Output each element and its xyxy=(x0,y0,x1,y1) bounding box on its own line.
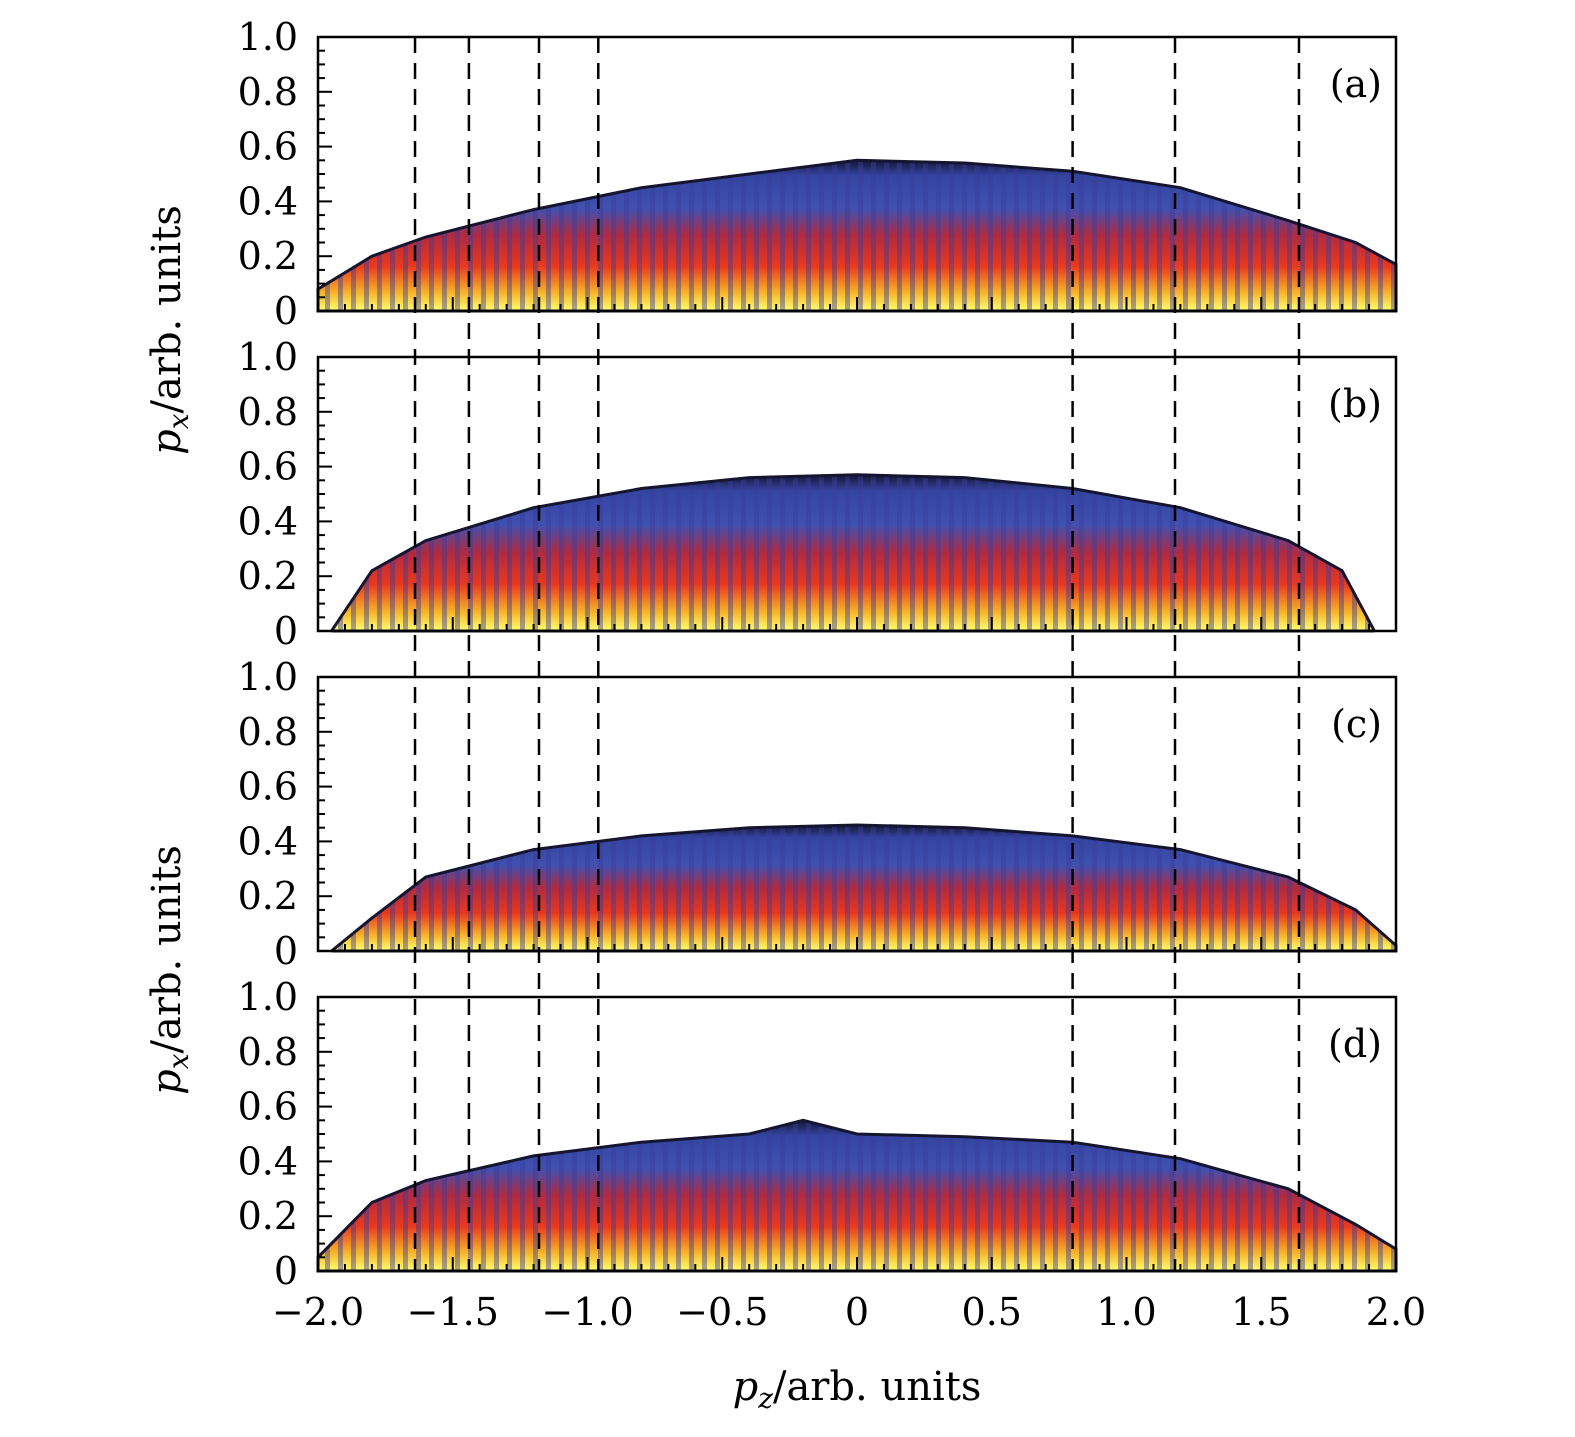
y-tick-label: 0.6 xyxy=(238,765,298,809)
x-tick-label: 0 xyxy=(845,1290,869,1334)
x-tick-label: −2.0 xyxy=(272,1290,364,1334)
y-tick-label: 0.4 xyxy=(238,499,298,543)
x-axis-label: pz/arb. units xyxy=(733,1364,982,1415)
panel-label: (b) xyxy=(1328,382,1382,426)
y-tick-label: 0.8 xyxy=(238,390,298,434)
panel-d: 0 0.2 0.4 0.6 0.8 1.0 (d) xyxy=(238,975,1398,1293)
y-tick-label: 0.6 xyxy=(238,1085,298,1129)
panel-label: (d) xyxy=(1328,1022,1382,1066)
y-tick-label: 0.4 xyxy=(238,819,298,863)
y-tick-label: 0.6 xyxy=(238,445,298,489)
y-tick-label: 0 xyxy=(274,1249,298,1293)
y-tick-label: 0.8 xyxy=(238,70,298,114)
y-tick-label: 1.0 xyxy=(238,15,298,59)
x-tick-label: 1.0 xyxy=(1096,1290,1156,1334)
envelope-edge xyxy=(330,823,1398,953)
y-tick-label: 0.2 xyxy=(238,1194,298,1238)
y-tick-label: 0.8 xyxy=(238,1030,298,1074)
panels: 00.20.40.60.81.0(a)00.20.40.60.81.0(b)00… xyxy=(238,15,1398,1293)
y-tick-label: 0.2 xyxy=(238,234,298,278)
fringe-stripes xyxy=(331,474,1375,631)
y-tick-label: 0.2 xyxy=(238,874,298,918)
y-tick-label: 1.0 xyxy=(238,975,298,1019)
panel-label: (c) xyxy=(1331,702,1382,746)
x-tick-label: −1.0 xyxy=(541,1290,633,1334)
y-tick-label: 0.4 xyxy=(238,179,298,223)
x-tick-label: 0.5 xyxy=(962,1290,1022,1334)
y-tick-label: 1.0 xyxy=(238,655,298,699)
x-tick-labels: −2.0 −1.5 −1.0 −0.5 0 0.5 1.0 1.5 2.0 xyxy=(272,1290,1426,1334)
y-tick-label: 0.6 xyxy=(238,125,298,169)
x-tick-label: 2.0 xyxy=(1366,1290,1426,1334)
x-tick-label: 1.5 xyxy=(1231,1290,1291,1334)
dashed-reference-lines xyxy=(413,37,1301,1271)
envelope-edge xyxy=(330,473,1376,633)
y-tick-label: 0 xyxy=(274,289,298,333)
y-axis-label-top: px/arb. units xyxy=(144,205,195,455)
x-tick-label: −1.5 xyxy=(407,1290,499,1334)
y-tick-label: 1.0 xyxy=(238,335,298,379)
fringe-stripes xyxy=(318,160,1396,311)
envelope-edge xyxy=(316,1118,1398,1273)
y-axis-label-bottom: px/arb. units xyxy=(144,845,195,1095)
x-tick-label: −0.5 xyxy=(676,1290,768,1334)
y-tick-label: 0.4 xyxy=(238,1139,298,1183)
panel-a: 0 0.2 0.4 0.6 0.8 1.0 (a) xyxy=(238,15,1398,333)
panel-b: 0 0.2 0.4 0.6 0.8 1.0 (b) xyxy=(238,335,1398,653)
fringe-stripes xyxy=(331,825,1396,951)
y-tick-label: 0.8 xyxy=(238,710,298,754)
panel-c: 0 0.2 0.4 0.6 0.8 1.0 (c) xyxy=(238,655,1398,973)
y-tick-label: 0 xyxy=(274,609,298,653)
y-tick-label: 0 xyxy=(274,929,298,973)
y-tick-label: 0.2 xyxy=(238,554,298,598)
panel-label: (a) xyxy=(1330,62,1382,106)
envelope-edge xyxy=(316,158,1398,313)
